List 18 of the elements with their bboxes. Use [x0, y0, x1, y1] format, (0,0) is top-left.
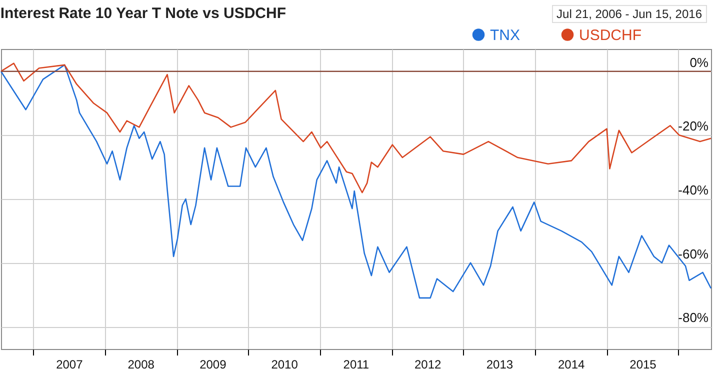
text: Jul 21, 2006 - Jun 15, 2016 — [552, 5, 707, 23]
y-tick-label: -20% — [678, 118, 709, 134]
y-tick-label: 0% — [690, 54, 709, 70]
y-tick-label: -40% — [678, 182, 709, 198]
legend-label: TNX — [490, 26, 520, 44]
x-tick-label: 2012 — [414, 358, 442, 372]
x-tick-label: 2011 — [343, 358, 370, 372]
x-tick-label: 2014 — [558, 358, 586, 372]
chart-title: Interest Rate 10 Year T Note vs USDCHF — [0, 5, 286, 22]
x-tick-label: 2007 — [56, 358, 84, 372]
x-tick-label: 2008 — [128, 358, 155, 372]
y-tick-label: -60% — [678, 246, 709, 262]
legend-label: USDCHF — [579, 26, 642, 44]
y-tick-label: -80% — [678, 310, 709, 326]
x-tick-label: 2009 — [200, 358, 227, 372]
x-tick-label: 2013 — [486, 358, 514, 372]
x-tick-label: 2010 — [271, 358, 298, 372]
x-tick-label: 2015 — [630, 358, 657, 372]
